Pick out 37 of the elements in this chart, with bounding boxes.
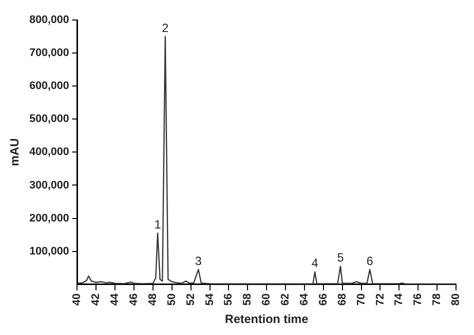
x-tick-label: 54 xyxy=(204,292,216,306)
x-tick-label: 66 xyxy=(317,293,330,306)
x-tick-label: 68 xyxy=(336,293,348,306)
x-tick-label: 70 xyxy=(355,293,368,306)
x-tick-label: 56 xyxy=(222,293,235,306)
x-tick-label: 64 xyxy=(298,292,310,306)
x-tick-label: 58 xyxy=(242,293,254,306)
x-tick-label: 60 xyxy=(260,293,273,306)
annotation: 1 xyxy=(154,217,162,232)
y-axis-title: mAU xyxy=(8,138,22,166)
x-tick-label: 76 xyxy=(412,293,424,306)
y-tick-label: 500,000 xyxy=(29,113,70,126)
x-tick-label: 74 xyxy=(393,292,406,306)
y-tick-label: 100,000 xyxy=(29,245,70,258)
y-tick-label: 400,000 xyxy=(29,146,70,158)
annotation: 6 xyxy=(366,254,374,268)
x-axis-title: Retention time xyxy=(224,312,309,326)
y-tick-label: 700,000 xyxy=(29,47,70,60)
y-tick-label: 300,000 xyxy=(29,179,70,192)
annotation: 2 xyxy=(162,20,169,35)
x-tick-label: 48 xyxy=(146,293,159,306)
x-tick-label: 44 xyxy=(109,292,122,306)
x-tick-label: 40 xyxy=(71,293,84,306)
x-tick-label: 78 xyxy=(431,293,444,306)
x-tick-label: 52 xyxy=(184,293,197,306)
x-tick-label: 46 xyxy=(128,293,140,306)
x-tick-label: 50 xyxy=(166,293,178,306)
y-tick-label: 600,000 xyxy=(29,80,70,92)
annotation: 3 xyxy=(195,254,202,268)
y-tick-label: 800,000 xyxy=(29,14,70,26)
y-tick-label: 200,000 xyxy=(29,212,70,224)
x-tick-label: 80 xyxy=(450,293,462,306)
x-tick-label: 42 xyxy=(90,293,102,306)
annotation: 4 xyxy=(312,256,319,270)
x-tick-label: 72 xyxy=(374,293,386,306)
x-tick-label: 62 xyxy=(280,293,292,306)
annotation: 5 xyxy=(337,250,344,264)
